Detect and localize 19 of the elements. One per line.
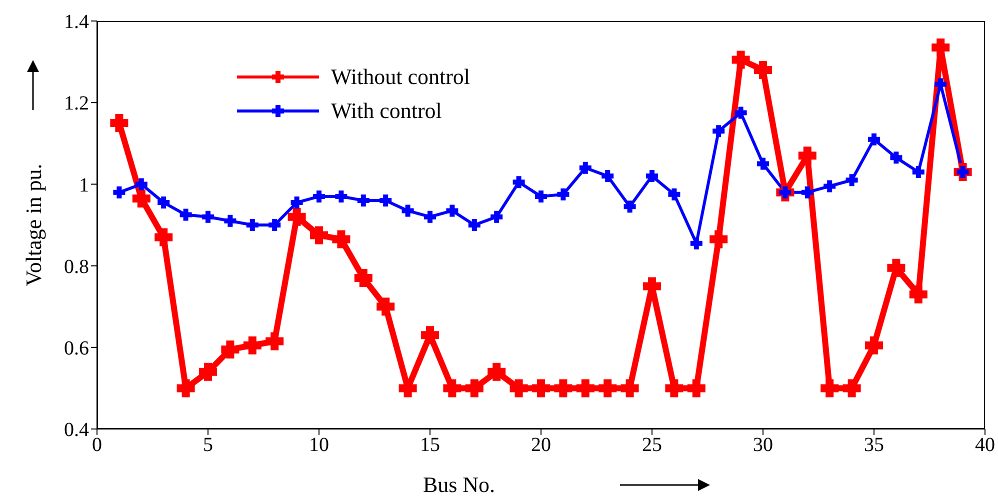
y-tick-label: 0.6 xyxy=(64,338,89,360)
x-tick-label: 25 xyxy=(642,434,662,456)
y-tick-label: 0.8 xyxy=(64,256,89,278)
y-tick-label: 1.2 xyxy=(64,92,89,115)
y-tick-label: 0.4 xyxy=(64,419,89,442)
x-tick-label: 10 xyxy=(309,434,329,456)
x-axis-title: Bus No. xyxy=(422,472,496,497)
legend-label: Without control xyxy=(331,64,470,90)
y-axis-title: Voltage in pu. xyxy=(21,164,47,286)
x-tick-label: 15 xyxy=(420,434,440,456)
x-tick-label: 0 xyxy=(92,434,102,456)
y-tick-label: 1.4 xyxy=(64,11,89,34)
x-tick-label: 20 xyxy=(531,434,551,456)
x-tick-label: 30 xyxy=(753,434,773,456)
y-tick-label: 1 xyxy=(79,174,89,196)
x-tick-label: 35 xyxy=(864,434,884,456)
legend-label: With control xyxy=(331,98,442,124)
x-tick-label: 40 xyxy=(975,434,995,456)
x-tick-label: 5 xyxy=(203,434,213,456)
